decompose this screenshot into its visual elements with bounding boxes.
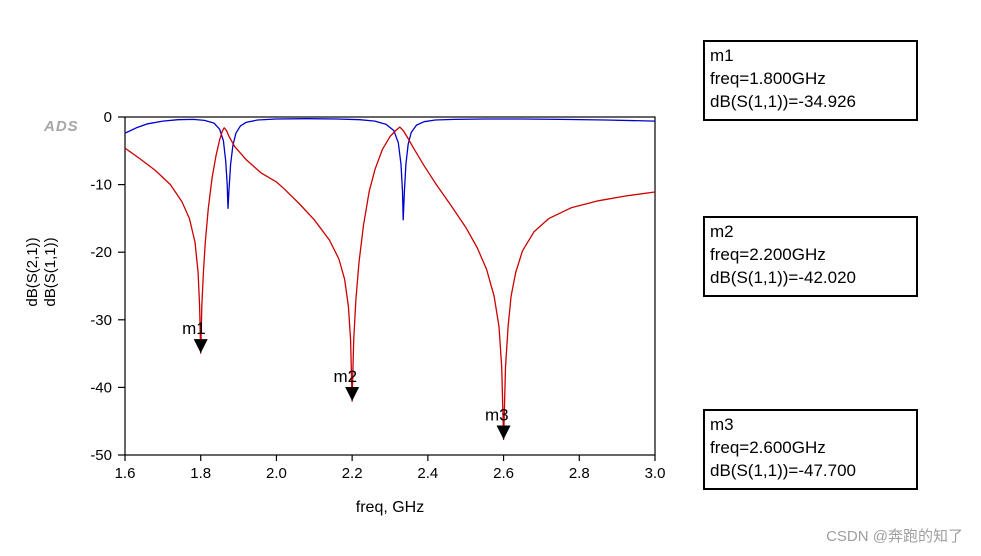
y-tick-label: -20 (90, 244, 112, 261)
y-axis-label-s11: dB(S(1,1)) (42, 237, 59, 306)
x-tick-label: 2.4 (417, 465, 438, 482)
csdn-watermark: CSDN @奔跑的知了 (826, 528, 963, 545)
marker-label-m3: m3 (485, 405, 509, 424)
marker-label-m2: m2 (334, 367, 358, 386)
marker-m3-freq: freq=2.600GHz (710, 437, 826, 457)
x-tick-label: 1.6 (115, 465, 136, 482)
x-tick-label: 2.8 (569, 465, 590, 482)
marker-readout-m3: m3 freq=2.600GHz dB(S(1,1))=-47.700 (703, 409, 918, 490)
series-s11-trace (124, 126, 656, 441)
plot-frame (124, 116, 656, 456)
marker-triangle-m1[interactable] (193, 339, 208, 354)
ads-logo: ADS (44, 118, 79, 135)
y-tick-label: -50 (90, 447, 112, 464)
marker-m1-value: dB(S(1,1))=-34.926 (710, 91, 856, 111)
y-tick-label: -10 (90, 177, 112, 194)
marker-readout-m1: m1 freq=1.800GHz dB(S(1,1))=-34.926 (703, 40, 918, 121)
x-axis-label: freq, GHz (356, 499, 424, 516)
x-tick-label: 2.2 (342, 465, 363, 482)
series-s21-trace (124, 118, 656, 221)
marker-m2-freq: freq=2.200GHz (710, 244, 826, 264)
y-tick-label: -40 (90, 379, 112, 396)
marker-m2-value: dB(S(1,1))=-42.020 (710, 267, 856, 287)
x-tick-label: 3.0 (645, 465, 666, 482)
marker-triangle-m3[interactable] (496, 425, 511, 440)
marker-readout-m2: m2 freq=2.200GHz dB(S(1,1))=-42.020 (703, 216, 918, 297)
x-tick-label: 1.8 (190, 465, 211, 482)
x-tick-label: 2.0 (266, 465, 287, 482)
marker-m3-value: dB(S(1,1))=-47.700 (710, 460, 856, 480)
marker-label-m1: m1 (182, 319, 206, 338)
y-axis-label-s21: dB(S(2,1)) (24, 237, 41, 306)
marker-m2-title: m2 (710, 222, 734, 241)
x-tick-label: 2.6 (493, 465, 514, 482)
marker-m1-title: m1 (710, 46, 734, 65)
marker-triangle-m2[interactable] (345, 387, 360, 402)
y-tick-label: 0 (104, 109, 112, 126)
marker-m3-title: m3 (710, 415, 734, 434)
y-tick-label: -30 (90, 312, 112, 329)
marker-m1-freq: freq=1.800GHz (710, 68, 826, 88)
